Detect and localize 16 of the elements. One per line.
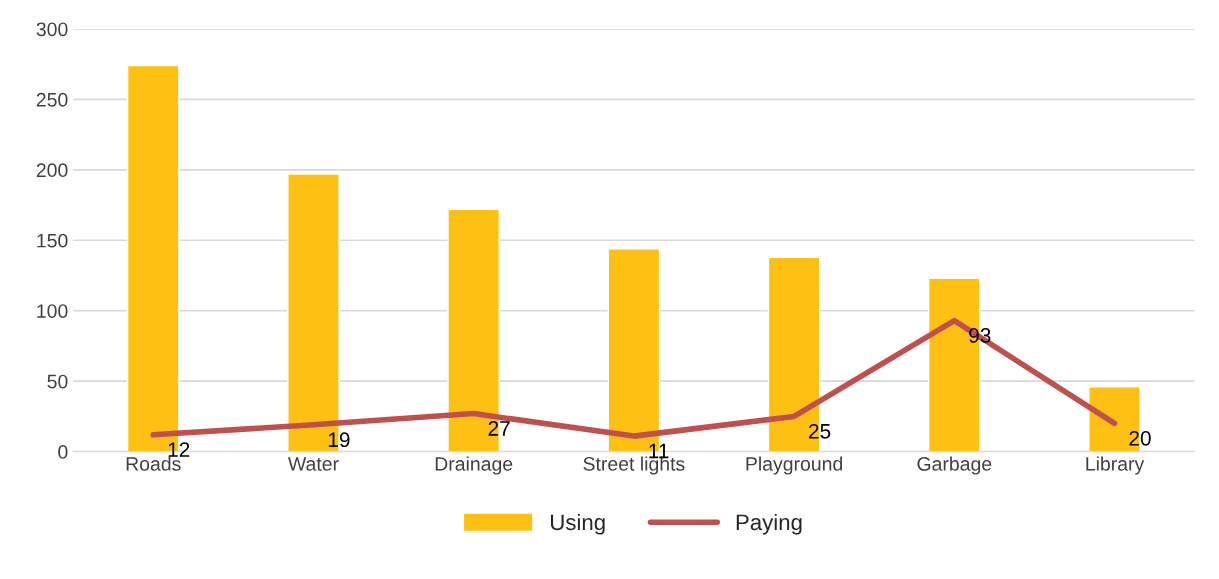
data-label: 12 [168, 442, 190, 457]
y-tick-label: 200 [36, 163, 68, 178]
legend-label: Using [550, 513, 605, 535]
x-tick-label: Drainage [435, 456, 513, 475]
x-tick-label: Roads [126, 456, 181, 471]
y-tick-label: 0 [58, 445, 68, 459]
y-tick-label: 50 [47, 374, 68, 389]
x-tick-label: Water [287, 457, 339, 471]
y-tick-label: 100 [37, 304, 68, 318]
y-tick-label: 250 [36, 92, 68, 107]
legend-label: Paying [736, 513, 802, 535]
x-tick-label: Garbage [917, 456, 992, 475]
y-tick-label: 150 [37, 233, 68, 248]
y-tick-label: 300 [36, 22, 68, 37]
x-tick-label: Playground [746, 456, 843, 475]
x-tick-label: Library [1086, 456, 1145, 475]
